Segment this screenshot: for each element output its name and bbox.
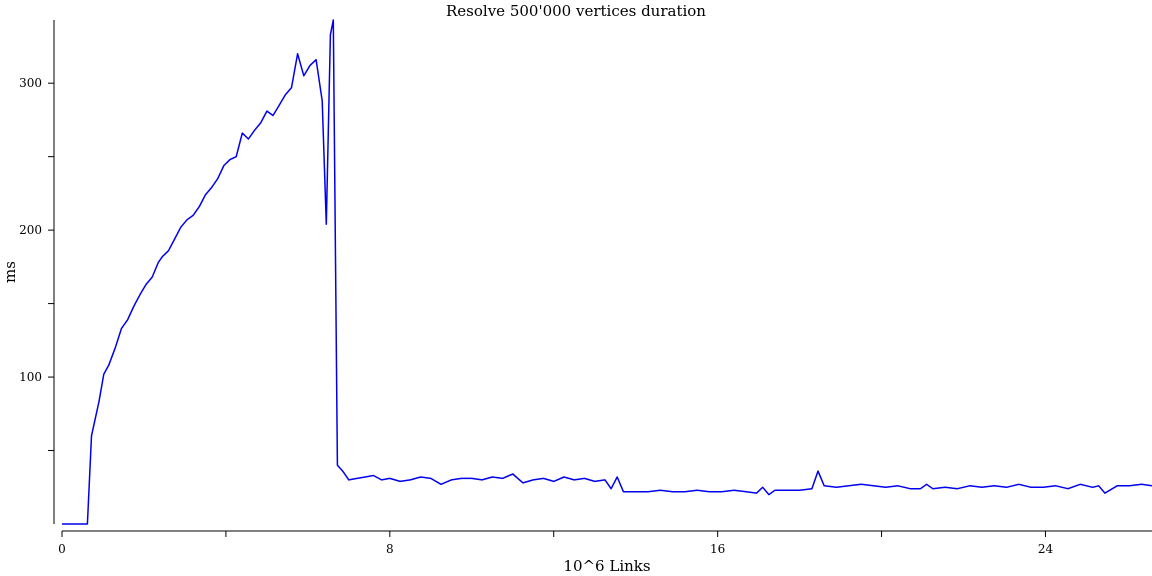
series-line-0 bbox=[62, 19, 1152, 525]
y-tick-label: 200 bbox=[19, 223, 42, 237]
x-ticks: 0 8 16 24 bbox=[58, 531, 1053, 556]
x-tick-label: 0 bbox=[58, 542, 66, 556]
y-ticks: 100 200 300 bbox=[19, 76, 54, 452]
y-tick-label: 100 bbox=[19, 370, 42, 384]
chart-title: Resolve 500'000 vertices duration bbox=[446, 2, 706, 20]
x-tick-label: 16 bbox=[710, 542, 725, 556]
x-tick-label: 24 bbox=[1038, 542, 1054, 556]
series-group bbox=[62, 19, 1152, 525]
y-tick-label: 300 bbox=[19, 76, 42, 90]
y-axis-label: ms bbox=[1, 261, 19, 283]
x-axis-label: 10^6 Links bbox=[563, 557, 650, 575]
x-tick-label: 8 bbox=[386, 542, 394, 556]
